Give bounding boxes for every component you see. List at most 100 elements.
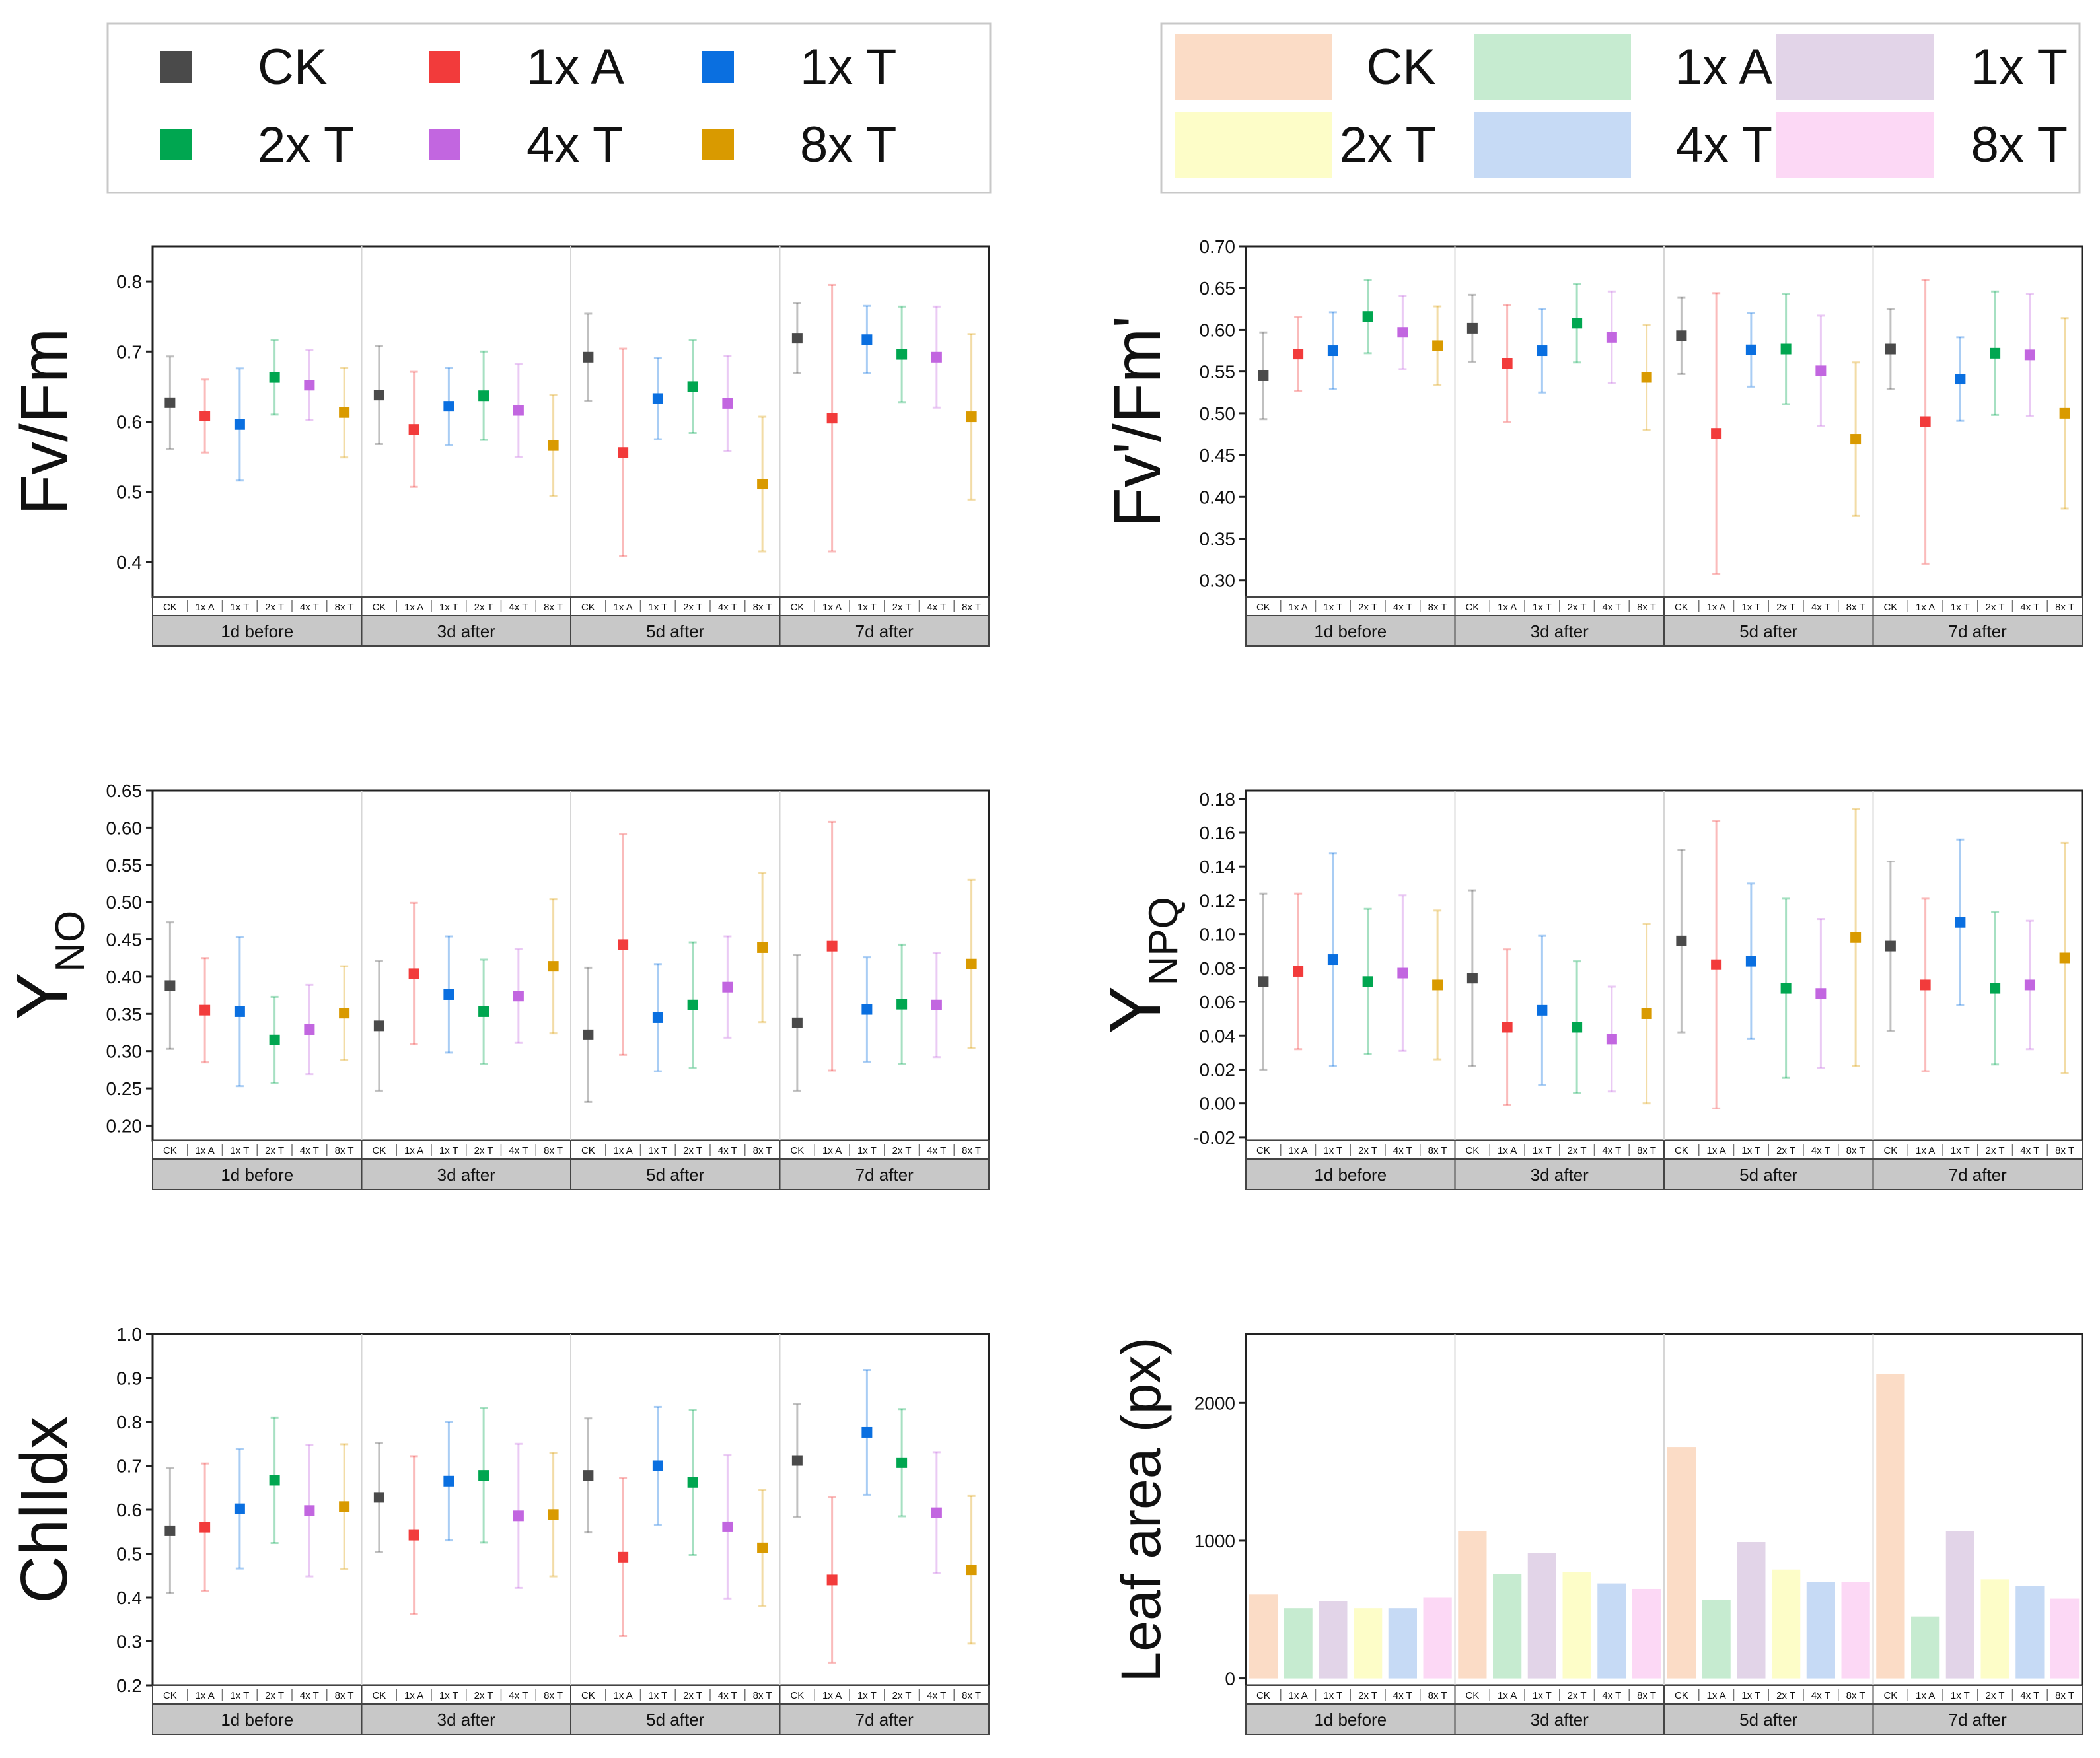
y-tick-label: 0.5 [116, 482, 142, 503]
point-ck-3 [1676, 935, 1687, 946]
bar-1xa-2 [1492, 1574, 1522, 1679]
point-1xt-4 [1955, 374, 1966, 385]
x-tick-label-2xt: 2x T [1358, 1145, 1377, 1156]
point-8xt-4 [966, 411, 977, 423]
x-tick-label-1xt: 1x T [1533, 602, 1552, 613]
x-tick-label-4xt: 4x T [1602, 1690, 1621, 1701]
x-tick-label-1xt: 1x T [439, 602, 458, 613]
legend-label-3: 1x T [1971, 39, 2068, 95]
x-tick-label-2xt: 2x T [1986, 1145, 2005, 1156]
x-tick-label-1xa: 1x A [196, 1690, 215, 1701]
point-1xa-3 [618, 1551, 629, 1563]
legend-swatch-5 [1474, 112, 1631, 178]
point-2xt-4 [1990, 983, 2001, 994]
x-tick-label-2xt: 2x T [474, 602, 493, 613]
point-1xa-2 [408, 968, 419, 979]
y-tick-label: 0.6 [116, 412, 142, 433]
x-tick-label-ck: CK [1465, 1145, 1479, 1156]
point-1xa-4 [1920, 979, 1931, 991]
bar-ck-4 [1876, 1374, 1905, 1679]
point-8xt-2 [548, 1509, 559, 1520]
bar-2xt-2 [1562, 1572, 1591, 1679]
y-axis-title-text: Y [1, 972, 83, 1020]
group-label: 5d after [1739, 1165, 1798, 1185]
legend-bars: CK 1x A 1x T 2x T 4x T 8x T [1160, 22, 2081, 194]
point-4xt-2 [513, 405, 524, 416]
bar-1xt-2 [1527, 1553, 1557, 1679]
point-1xa-1 [1293, 349, 1304, 360]
x-tick-label-2xt: 2x T [892, 1145, 912, 1156]
y-tick-label: 0.9 [116, 1368, 142, 1389]
bar-ck-2 [1458, 1531, 1487, 1679]
point-2xt-2 [478, 1006, 489, 1017]
x-tick-label-4xt: 4x T [927, 1690, 946, 1701]
y-tick-label: 0.4 [116, 552, 142, 573]
point-4xt-4 [931, 999, 942, 1010]
y-axis-title: Fv'/Fm' [1101, 316, 1175, 528]
x-tick-label-2xt: 2x T [265, 1145, 284, 1156]
group-label: 1d before [1314, 1165, 1387, 1185]
y-tick-label: 0.25 [106, 1078, 143, 1099]
legend-marker-6 [702, 129, 734, 160]
x-tick-label-2xt: 2x T [1568, 1145, 1587, 1156]
y-tick-label: -0.02 [1193, 1127, 1235, 1148]
point-1xt-3 [652, 393, 663, 404]
x-tick-label-ck: CK [163, 602, 177, 613]
x-tick-label-ck: CK [1256, 602, 1270, 613]
point-4xt-2 [513, 1510, 524, 1522]
group-label: 7d after [855, 1165, 914, 1185]
point-2xt-3 [1780, 983, 1792, 994]
y-tick-label: 1000 [1194, 1531, 1235, 1551]
x-tick-label-1xt: 1x T [230, 1145, 249, 1156]
point-ck-4 [791, 1455, 803, 1466]
point-1xa-2 [1502, 1022, 1513, 1033]
x-tick-label-8xt: 8x T [753, 1145, 772, 1156]
point-2xt-2 [478, 390, 489, 402]
group-label: 7d after [1949, 1165, 2008, 1185]
point-4xt-1 [304, 1505, 315, 1516]
point-2xt-1 [269, 1034, 280, 1045]
x-tick-label-ck: CK [1256, 1690, 1270, 1701]
y-axis-title-text: Leaf area (px) [1110, 1337, 1172, 1683]
bar-4xt-1 [1388, 1608, 1418, 1679]
group-label: 5d after [1739, 1710, 1798, 1730]
x-tick-label-4xt: 4x T [509, 1690, 528, 1701]
x-tick-label-4xt: 4x T [300, 602, 319, 613]
y-tick-label: 0.30 [106, 1041, 143, 1062]
legend-label-4: 2x T [1340, 117, 1436, 173]
point-2xt-4 [896, 999, 908, 1010]
x-tick-label-2xt: 2x T [1358, 602, 1377, 613]
y-tick-label: 0.7 [116, 341, 142, 362]
group-label: 1d before [1314, 1710, 1387, 1730]
x-tick-label-ck: CK [1465, 602, 1479, 613]
group-label: 3d after [1531, 621, 1589, 641]
x-tick-label-1xt: 1x T [648, 1145, 667, 1156]
point-2xt-2 [1572, 1022, 1583, 1033]
x-tick-label-1xa: 1x A [1289, 1145, 1308, 1156]
y-tick-label: 0.65 [106, 781, 143, 801]
y-tick-label: 2000 [1194, 1393, 1235, 1413]
bar-2xt-1 [1353, 1608, 1383, 1679]
y-tick-label: 0.20 [106, 1115, 143, 1136]
bar-8xt-2 [1632, 1588, 1661, 1679]
y-tick-label: 0.8 [116, 1412, 142, 1432]
x-tick-label-2xt: 2x T [1568, 1690, 1587, 1701]
point-2xt-3 [687, 1477, 698, 1488]
point-8xt-4 [966, 958, 977, 969]
x-tick-label-ck: CK [1883, 602, 1897, 613]
x-tick-label-1xt: 1x T [439, 1145, 458, 1156]
legend-swatch-3 [1776, 34, 1934, 100]
x-tick-label-8xt: 8x T [2055, 1690, 2074, 1701]
legend-marker-1 [160, 51, 192, 83]
x-tick-label-4xt: 4x T [2020, 602, 2039, 613]
point-4xt-2 [1606, 332, 1617, 343]
x-tick-label-1xt: 1x T [1741, 1145, 1760, 1156]
point-2xt-1 [1362, 976, 1373, 987]
x-tick-label-1xa: 1x A [1916, 602, 1935, 613]
y-tick-label: 0 [1225, 1669, 1235, 1689]
x-tick-label-ck: CK [1675, 1145, 1688, 1156]
chart-panels: 0.4 0.5 0.6 0.7 0.8 Fv/Fm CK 1x A 1x T 2x T 4x T 8x… [1, 236, 2083, 1735]
x-tick-label-1xa: 1x A [404, 1690, 423, 1701]
point-ck-2 [373, 1020, 384, 1032]
